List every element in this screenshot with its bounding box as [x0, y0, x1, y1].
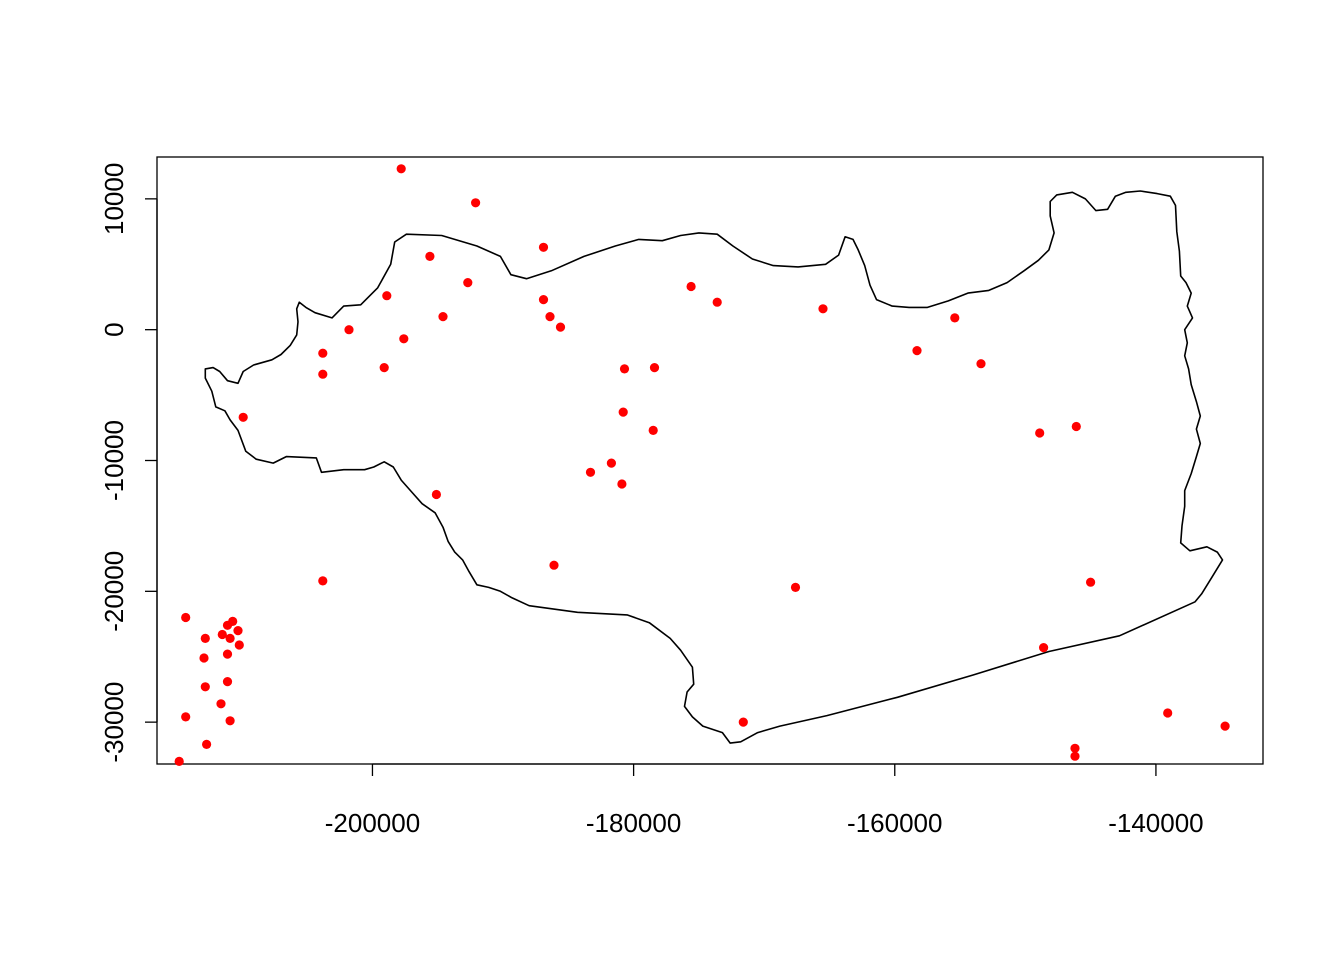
- data-point: [1220, 721, 1230, 731]
- data-point: [1086, 577, 1096, 587]
- data-point: [648, 425, 658, 435]
- data-point: [1070, 743, 1080, 753]
- data-point: [228, 616, 238, 627]
- data-point: [238, 412, 248, 422]
- data-point: [471, 198, 481, 208]
- data-point: [396, 164, 406, 174]
- data-point: [463, 278, 473, 288]
- region-boundary-layer: [204, 190, 1224, 744]
- data-point: [225, 633, 235, 644]
- data-point: [425, 251, 435, 261]
- data-point: [344, 325, 354, 335]
- data-point: [438, 312, 448, 322]
- data-point: [549, 560, 559, 570]
- data-point: [318, 576, 328, 586]
- data-point: [222, 649, 233, 659]
- data-point: [738, 717, 748, 727]
- data-point: [181, 612, 191, 623]
- y-tick-label: -20000: [99, 551, 129, 632]
- data-point: [619, 364, 630, 374]
- data-point: [538, 242, 549, 252]
- data-point: [222, 677, 233, 687]
- data-point: [712, 297, 722, 307]
- data-point: [234, 640, 244, 650]
- data-point: [1035, 428, 1045, 438]
- data-point: [318, 369, 328, 379]
- data-point: [200, 682, 210, 692]
- y-tick-label: 0: [99, 322, 129, 336]
- data-point: [1039, 643, 1049, 653]
- data-point: [233, 626, 243, 636]
- data-point: [790, 582, 801, 593]
- x-tick-label: -140000: [1108, 808, 1203, 838]
- x-tick-label: -180000: [586, 808, 681, 838]
- data-point: [606, 458, 617, 468]
- data-point: [202, 739, 212, 750]
- data-point: [617, 479, 627, 489]
- data-point: [174, 756, 184, 767]
- data-point: [379, 363, 389, 373]
- data-point: [181, 712, 191, 722]
- data-point: [538, 295, 549, 305]
- data-point: [1163, 708, 1173, 718]
- data-point: [200, 633, 210, 644]
- data-point: [382, 291, 392, 301]
- y-tick-label: -30000: [99, 682, 129, 763]
- points-layer: [174, 164, 1230, 767]
- data-point: [912, 346, 922, 356]
- x-tick-label: -200000: [325, 808, 420, 838]
- y-tick-label: -10000: [99, 420, 129, 501]
- data-point: [555, 322, 566, 332]
- data-point: [950, 313, 960, 323]
- data-point: [199, 653, 209, 663]
- data-point: [686, 281, 696, 292]
- data-point: [318, 348, 328, 358]
- data-point: [976, 359, 986, 369]
- data-point: [545, 312, 555, 322]
- y-tick-label: 10000: [99, 163, 129, 235]
- data-point: [1071, 421, 1081, 432]
- y-axis: -30000 -20000 -10000 0 10000: [99, 163, 158, 763]
- data-point: [585, 467, 596, 477]
- data-point: [399, 334, 409, 344]
- plot-frame: [156, 156, 1264, 765]
- data-point: [618, 407, 628, 417]
- data-point: [431, 489, 441, 500]
- data-point: [217, 629, 227, 640]
- data-point: [1070, 751, 1080, 761]
- data-point: [649, 363, 660, 373]
- data-point: [216, 699, 226, 709]
- data-point: [225, 716, 235, 726]
- x-axis: -200000 -180000 -160000 -140000: [325, 763, 1204, 838]
- region-boundary-line: [204, 190, 1224, 744]
- data-point: [818, 304, 828, 314]
- x-tick-label: -160000: [847, 808, 942, 838]
